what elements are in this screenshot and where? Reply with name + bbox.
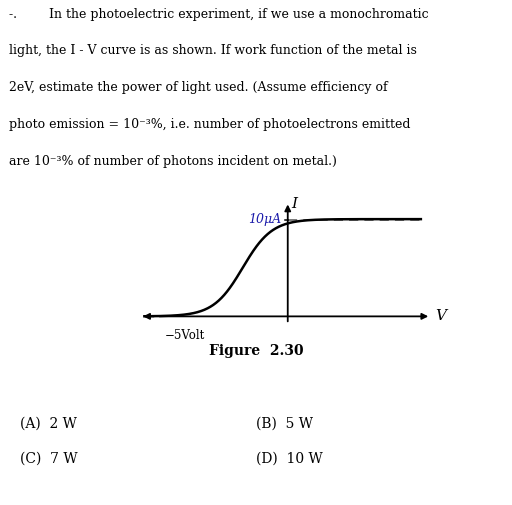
Text: -.        In the photoelectric experiment, if we use a monochromatic: -. In the photoelectric experiment, if w… [9,8,429,21]
Text: V: V [435,310,446,323]
Text: 10μA: 10μA [248,213,282,226]
Text: (C)  7 W: (C) 7 W [20,452,78,466]
Text: −5Volt: −5Volt [165,329,205,342]
Text: (D)  10 W: (D) 10 W [256,452,323,466]
Text: are 10⁻³% of number of photons incident on metal.): are 10⁻³% of number of photons incident … [9,155,337,168]
Text: (A)  2 W: (A) 2 W [20,417,77,431]
Text: (B)  5 W: (B) 5 W [256,417,313,431]
Text: photo emission = 10⁻³%, i.e. number of photoelectrons emitted: photo emission = 10⁻³%, i.e. number of p… [9,118,411,131]
Text: Figure  2.30: Figure 2.30 [209,344,303,359]
Text: light, the I - V curve is as shown. If work function of the metal is: light, the I - V curve is as shown. If w… [9,44,417,58]
Text: I: I [291,196,297,211]
Text: 2eV, estimate the power of light used. (Assume efficiency of: 2eV, estimate the power of light used. (… [9,81,388,94]
